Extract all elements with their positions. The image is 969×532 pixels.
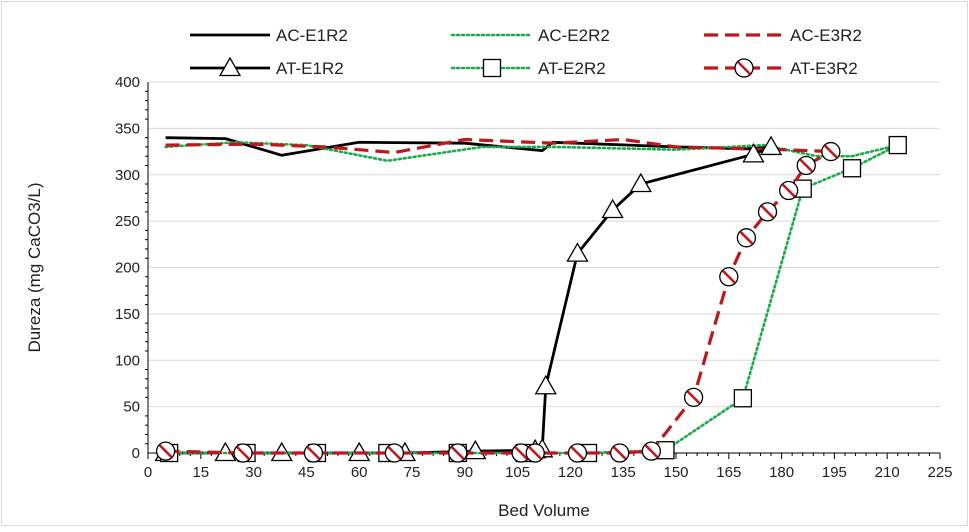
triangle-marker <box>629 172 652 193</box>
triangle-marker <box>601 198 624 219</box>
x-tick-label: 15 <box>192 464 209 481</box>
y-tick-label: 0 <box>132 445 140 462</box>
x-tick-label: 165 <box>716 464 741 481</box>
circle-marker <box>734 58 754 78</box>
circle-marker <box>757 202 778 222</box>
legend-item-at-e2r2: AT-E2R2 <box>450 58 606 78</box>
circle-marker <box>683 387 704 408</box>
circle-marker-slash <box>528 446 543 460</box>
x-tick-label: 105 <box>505 464 530 481</box>
circle-marker-slash <box>158 444 173 459</box>
y-tick-label: 400 <box>115 74 140 91</box>
x-tick-label: 135 <box>611 464 636 481</box>
legend-label: AC-E2R2 <box>538 26 610 45</box>
circle-marker-slash <box>306 446 321 460</box>
triangle-marker <box>534 374 557 395</box>
triangle-marker <box>218 56 242 77</box>
circle-marker <box>719 267 739 287</box>
legend-item-ac-e2r2: AC-E2R2 <box>450 26 610 45</box>
legend-item-at-e3r2: AT-E3R2 <box>704 58 858 78</box>
square-marker <box>842 159 862 178</box>
circle-marker-slash <box>644 444 659 459</box>
circle-marker <box>511 443 531 463</box>
x-tick-label: 0 <box>144 464 152 481</box>
x-tick-label: 195 <box>822 464 847 481</box>
x-tick-label: 120 <box>558 464 583 481</box>
circle-marker <box>155 441 176 461</box>
circle-marker <box>233 443 253 463</box>
circle-marker <box>303 443 324 463</box>
circle-marker-slash <box>739 230 754 245</box>
circle-marker-slash <box>686 390 701 405</box>
grid-layer <box>148 81 940 408</box>
circle-marker <box>796 155 816 176</box>
legend-label: AC-E3R2 <box>790 26 862 45</box>
x-tick-label: 30 <box>245 464 262 481</box>
circle-marker-slash <box>721 269 736 284</box>
circle-marker <box>525 443 545 463</box>
x-tick-label: 45 <box>298 464 315 481</box>
circle-marker <box>567 443 588 463</box>
legend-item-ac-e1r2: AC-E1R2 <box>190 26 348 45</box>
circle-marker <box>736 228 757 248</box>
x-tick-label: 75 <box>404 464 421 481</box>
square-marker <box>733 389 753 408</box>
triangle-marker <box>566 242 589 262</box>
series-line-ac-e3r2 <box>165 137 835 155</box>
x-tick-label: 60 <box>351 464 368 481</box>
x-tick-label: 150 <box>663 464 688 481</box>
series-ac-e3r2 <box>165 137 835 155</box>
circle-marker-slash <box>612 446 627 460</box>
x-tick-label: 210 <box>875 464 900 481</box>
legend-label: AT-E2R2 <box>538 59 606 78</box>
circle-marker-slash <box>799 158 814 173</box>
y-tick-label: 350 <box>115 120 140 137</box>
legend-item-at-e1r2: AT-E1R2 <box>190 56 344 78</box>
square-marker <box>482 58 502 78</box>
square-marker <box>888 135 907 155</box>
circle-marker-slash <box>514 446 529 460</box>
circle-marker-slash <box>236 446 250 460</box>
series-at-e3r2 <box>155 141 841 463</box>
circle-marker-slash <box>823 144 838 159</box>
x-axis-title: Bed Volume <box>498 501 590 520</box>
triangle-marker <box>759 135 783 156</box>
y-tick-label: 50 <box>123 399 140 416</box>
circle-marker-slash <box>781 183 796 198</box>
circle-marker <box>821 141 841 162</box>
circle-marker-slash <box>387 446 402 460</box>
legend-label: AT-E1R2 <box>276 59 344 78</box>
legend-label: AT-E3R2 <box>790 59 858 78</box>
circle-marker <box>384 443 405 463</box>
y-axis-title: Dureza (mg CaCO3/L) <box>25 182 44 352</box>
y-tick-label: 100 <box>115 352 140 369</box>
circle-marker-slash <box>737 61 751 75</box>
circle-marker <box>448 443 468 463</box>
x-tick-label: 90 <box>456 464 473 481</box>
circle-marker-slash <box>760 204 775 219</box>
series-layer <box>154 135 907 463</box>
circle-marker-slash <box>450 446 465 460</box>
circle-marker-slash <box>570 446 585 460</box>
y-tick-label: 300 <box>115 167 140 184</box>
triangle-marker <box>742 143 765 163</box>
circle-marker <box>641 441 662 461</box>
x-tick-label: 225 <box>927 464 952 481</box>
circle-marker <box>778 180 799 201</box>
legend-label: AC-E1R2 <box>276 26 348 45</box>
y-tick-label: 150 <box>115 306 140 323</box>
y-tick-label: 250 <box>115 213 140 230</box>
legend-item-ac-e3r2: AC-E3R2 <box>704 26 862 45</box>
circle-marker <box>610 443 630 463</box>
x-tick-label: 180 <box>769 464 794 481</box>
legend: AC-E1R2 AC-E2R2 AC-E3R2 AT-E1R2 AT-E2R2 AT-E3… <box>190 26 862 78</box>
y-tick-label: 200 <box>115 260 140 277</box>
